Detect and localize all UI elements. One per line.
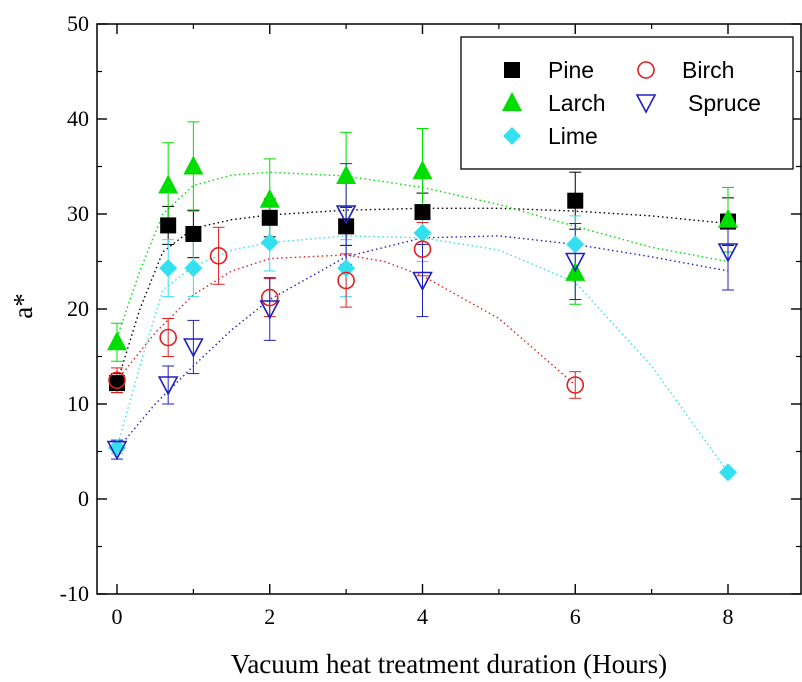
point-spruce: [157, 376, 179, 396]
point-larch: [107, 331, 127, 351]
point-pine: [160, 217, 177, 234]
point-lime: [566, 235, 585, 254]
point-spruce: [564, 252, 586, 273]
x-tick-label: 2: [264, 604, 275, 629]
legend-label-larch: Larch: [548, 90, 606, 116]
point-birch: [260, 288, 279, 307]
legend-marker-birch: [637, 61, 655, 79]
point-birch: [209, 247, 228, 265]
y-tick-label: 10: [67, 391, 89, 416]
legend-marker-lime: [503, 127, 521, 145]
point-larch: [336, 165, 357, 184]
x-tick-label: 8: [723, 604, 734, 629]
x-tick-label: 4: [417, 604, 428, 629]
x-axis-title: Vacuum heat treatment duration (Hours): [231, 649, 667, 679]
x-tick-label: 6: [570, 604, 581, 629]
point-larch: [158, 174, 179, 194]
y-tick-label: 30: [67, 201, 89, 226]
point-spruce: [717, 243, 739, 263]
point-larch: [412, 160, 433, 180]
point-spruce: [412, 271, 433, 292]
point-lime: [337, 259, 356, 278]
y-tick-label: 50: [67, 11, 89, 36]
x-tick-label: 0: [112, 604, 123, 629]
y-axis-title: a*: [8, 293, 38, 318]
legend-label-lime: Lime: [548, 123, 598, 149]
axes: 0 2 4 6 8 -10 0 10 20 30 40 50: [60, 11, 801, 629]
y-tick-label: 40: [67, 106, 89, 131]
point-larch: [183, 155, 204, 175]
y-tick-label: -10: [60, 581, 89, 606]
legend-label-birch: Birch: [682, 57, 734, 83]
point-spruce: [106, 440, 128, 461]
legend-label-pine: Pine: [548, 57, 594, 83]
point-lime: [413, 224, 432, 242]
point-lime: [260, 233, 279, 252]
point-pine: [261, 209, 278, 226]
point-lime: [184, 259, 203, 278]
legend-marker-spruce: [635, 94, 657, 114]
trend-line-larch: [116, 171, 729, 338]
point-birch: [108, 371, 126, 390]
trend-line-pine: [116, 207, 729, 384]
point-birch: [159, 328, 177, 347]
point-pine: [185, 225, 202, 242]
data-markers: [106, 155, 739, 482]
legend: Pine Birch Larch Spruce Lime: [460, 36, 794, 170]
point-lime: [719, 463, 737, 482]
point-larch: [259, 188, 280, 208]
point-spruce: [259, 300, 281, 320]
legend-label-spruce: Spruce: [688, 90, 761, 116]
point-lime: [108, 438, 126, 457]
point-larch: [718, 208, 738, 228]
point-lime: [159, 259, 178, 278]
legend-marker-pine: [504, 62, 520, 78]
point-birch: [566, 376, 585, 394]
y-tick-label: 0: [78, 486, 89, 511]
point-pine: [414, 204, 431, 221]
y-tick-label: 20: [67, 296, 89, 321]
point-birch: [413, 240, 432, 258]
legend-marker-larch: [502, 92, 522, 111]
point-pine: [567, 192, 584, 209]
point-pine: [338, 218, 355, 235]
point-spruce: [183, 338, 204, 358]
point-birch: [337, 271, 355, 290]
point-spruce: [335, 205, 357, 225]
